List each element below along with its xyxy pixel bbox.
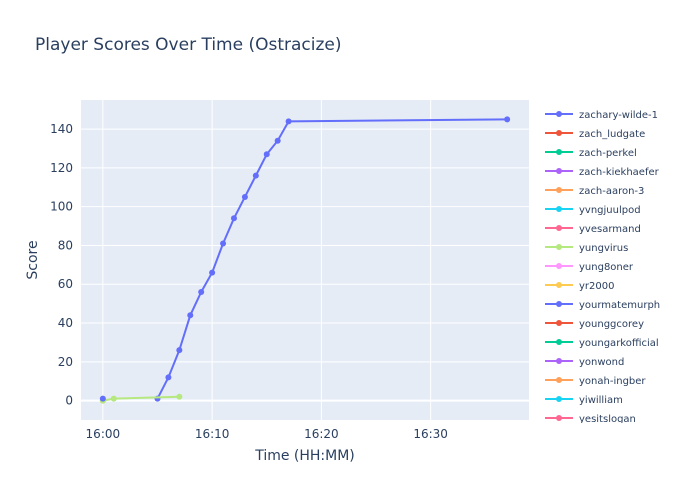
legend-label: zach-aaron-3 bbox=[579, 186, 644, 197]
legend-marker bbox=[556, 206, 562, 212]
data-point bbox=[176, 347, 183, 354]
legend-label: yourmatemurph bbox=[579, 300, 660, 311]
plot-area bbox=[81, 100, 529, 420]
legend-marker bbox=[556, 187, 562, 193]
data-point bbox=[274, 137, 281, 144]
legend-label: yungvirus bbox=[579, 243, 628, 254]
y-axis-title: Score bbox=[25, 240, 41, 279]
legend-label: youngarkofficial bbox=[579, 338, 659, 349]
legend-marker bbox=[556, 282, 562, 288]
legend-label: yvesarmand bbox=[579, 224, 641, 235]
y-tick-label: 120 bbox=[50, 161, 73, 175]
data-point bbox=[285, 118, 292, 125]
legend-label: zachary-wilde-1 bbox=[579, 110, 658, 121]
legend-label: yonwond bbox=[579, 357, 624, 368]
legend-marker bbox=[556, 339, 562, 345]
data-point bbox=[198, 289, 205, 295]
grid bbox=[81, 100, 529, 420]
data-point bbox=[220, 240, 227, 247]
legend-marker bbox=[556, 225, 562, 231]
x-tick-label: 16:10 bbox=[195, 427, 230, 441]
legend-marker bbox=[556, 111, 562, 117]
data-point bbox=[187, 312, 194, 319]
y-tick-label: 140 bbox=[50, 122, 73, 136]
data-point bbox=[99, 395, 106, 402]
plot bbox=[99, 116, 511, 404]
legend-marker bbox=[556, 377, 562, 383]
legend-label: yesitslogan bbox=[579, 414, 636, 425]
data-point bbox=[230, 215, 237, 222]
legend-label: yiwilliam bbox=[579, 395, 623, 406]
y-tick-label: 80 bbox=[58, 238, 73, 252]
data-point bbox=[252, 172, 259, 179]
legend-marker bbox=[556, 358, 562, 364]
legend-label: yonah-ingber bbox=[579, 376, 646, 387]
legend-marker bbox=[556, 301, 562, 307]
legend-marker bbox=[556, 149, 562, 155]
legend-label: yung8oner bbox=[579, 262, 634, 273]
legend-label: yr2000 bbox=[579, 281, 614, 292]
x-axis-title: Time (HH:MM) bbox=[254, 448, 355, 464]
data-point bbox=[209, 269, 216, 276]
y-tick-label: 40 bbox=[58, 316, 73, 330]
data-point bbox=[165, 374, 172, 381]
data-point bbox=[241, 193, 248, 200]
data-point bbox=[504, 116, 511, 123]
legend-marker bbox=[556, 168, 562, 174]
y-tick-label: 0 bbox=[65, 394, 73, 408]
legend-marker bbox=[556, 396, 562, 402]
legend-marker bbox=[556, 415, 562, 421]
data-point bbox=[176, 393, 183, 400]
legend-marker bbox=[556, 320, 562, 326]
y-tick-label: 100 bbox=[50, 200, 73, 214]
chart-title: Player Scores Over Time (Ostracize) bbox=[35, 35, 342, 55]
legend-label: younggcorey bbox=[579, 319, 644, 330]
legend-label: yvngjuulpod bbox=[579, 205, 641, 216]
legend-label: zach_ludgate bbox=[579, 129, 645, 140]
legend-label: zach-kiekhaefer bbox=[579, 167, 660, 178]
y-tick-label: 60 bbox=[58, 277, 73, 291]
x-tick-label: 16:20 bbox=[304, 427, 339, 441]
x-tick-label: 16:00 bbox=[86, 427, 121, 441]
data-point bbox=[110, 395, 117, 402]
legend-marker bbox=[556, 244, 562, 250]
legend-marker bbox=[556, 263, 562, 269]
legend-label: zach-perkel bbox=[579, 148, 637, 159]
y-tick-label: 20 bbox=[58, 355, 73, 369]
x-tick-label: 16:30 bbox=[413, 427, 448, 441]
legend: zachary-wilde-1 zach_ludgate zach-perkel za… bbox=[545, 110, 660, 425]
legend-marker bbox=[556, 130, 562, 136]
data-point bbox=[263, 151, 270, 158]
